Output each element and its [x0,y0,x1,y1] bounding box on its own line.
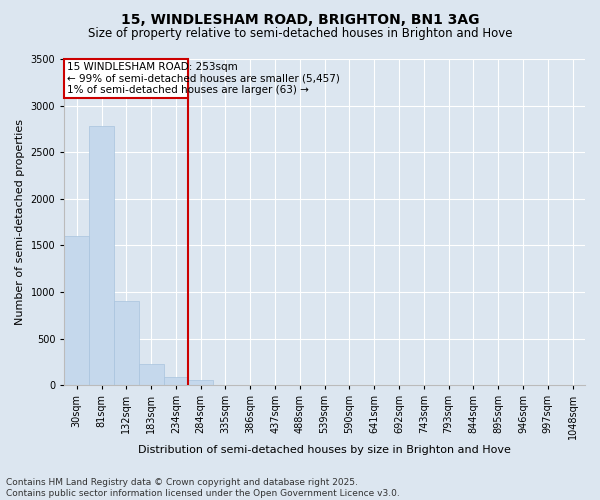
Y-axis label: Number of semi-detached properties: Number of semi-detached properties [15,119,25,325]
Text: Contains HM Land Registry data © Crown copyright and database right 2025.
Contai: Contains HM Land Registry data © Crown c… [6,478,400,498]
Bar [188,380,213,385]
Text: Size of property relative to semi-detached houses in Brighton and Hove: Size of property relative to semi-detach… [88,28,512,40]
Bar [139,364,164,385]
X-axis label: Distribution of semi-detached houses by size in Brighton and Hove: Distribution of semi-detached houses by … [138,445,511,455]
Text: 15, WINDLESHAM ROAD, BRIGHTON, BN1 3AG: 15, WINDLESHAM ROAD, BRIGHTON, BN1 3AG [121,12,479,26]
Text: 15 WINDLESHAM ROAD: 253sqm: 15 WINDLESHAM ROAD: 253sqm [67,62,238,72]
Text: ← 99% of semi-detached houses are smaller (5,457): ← 99% of semi-detached houses are smalle… [67,74,340,84]
Bar [114,302,139,385]
Bar [64,236,89,385]
FancyBboxPatch shape [64,59,188,98]
Bar [164,377,188,385]
Text: 1% of semi-detached houses are larger (63) →: 1% of semi-detached houses are larger (6… [67,85,308,95]
Bar [89,126,114,385]
